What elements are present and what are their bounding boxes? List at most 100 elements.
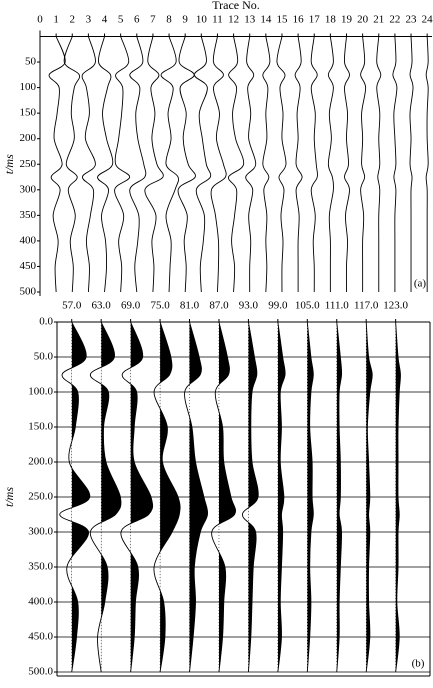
x-tick-label: 81.0	[180, 300, 200, 312]
trace	[48, 36, 66, 293]
trace	[336, 321, 343, 673]
panel-label: (b)	[412, 658, 425, 670]
y-tick-label: 250	[20, 158, 37, 170]
x-tick-label: 4	[102, 14, 108, 26]
trace	[376, 36, 382, 292]
y-tick-label: 350	[20, 209, 37, 221]
trace	[97, 36, 114, 293]
x-tick-label: 19	[341, 14, 353, 26]
x-tick-label: 1	[53, 14, 59, 26]
x-tick-label: 69.0	[121, 300, 141, 312]
y-tick-label: 500	[20, 286, 37, 298]
variable-area-fill	[101, 322, 121, 619]
variable-area-fill	[189, 322, 208, 672]
x-tick-label: 2	[70, 14, 76, 26]
x-tick-label: 11	[212, 14, 223, 26]
x-tick-label: 14	[260, 14, 272, 26]
trace	[409, 36, 414, 292]
x-axis-title: Trace No.	[212, 0, 260, 12]
y-tick-label: 150.0	[28, 421, 53, 433]
trace	[395, 321, 401, 673]
variable-area-fill	[307, 322, 314, 672]
x-tick-label: 99.0	[268, 300, 288, 312]
trace	[184, 321, 209, 673]
x-tick-label: 75.0	[150, 300, 170, 312]
variable-area-fill	[277, 322, 286, 672]
x-tick-label: 6	[134, 14, 140, 26]
trace	[228, 36, 245, 293]
x-tick-label: 93.0	[239, 300, 259, 312]
x-tick-label: 15	[276, 14, 288, 26]
x-tick-label: 17	[309, 14, 321, 26]
x-tick-label: 0	[37, 14, 43, 26]
variable-area-fill	[218, 322, 236, 672]
y-tick-label: 250.0	[28, 491, 53, 503]
x-tick-label: 87.0	[209, 300, 229, 312]
x-tick-label: 3	[86, 14, 92, 26]
trace	[160, 36, 179, 293]
trace	[177, 36, 196, 293]
panel-label: (a)	[414, 278, 427, 290]
trace	[343, 36, 350, 293]
trace	[277, 321, 286, 673]
trace	[211, 321, 237, 673]
trace	[360, 36, 367, 292]
variable-area-fill	[366, 322, 373, 672]
y-tick-label: 0.0	[39, 316, 53, 328]
y-axis-title: t/ms	[2, 154, 16, 174]
trace	[425, 36, 429, 292]
x-tick-label: 57.0	[62, 300, 82, 312]
x-tick-label: 20	[357, 14, 369, 26]
trace	[310, 36, 318, 293]
y-tick-label: 50	[25, 56, 37, 68]
trace	[144, 36, 164, 293]
y-tick-label: 450.0	[28, 631, 53, 643]
x-tick-label: 18	[325, 14, 337, 26]
x-tick-label: 24	[422, 14, 433, 26]
trace	[365, 321, 373, 673]
trace	[114, 36, 131, 293]
x-tick-label: 5	[118, 14, 124, 26]
y-tick-label: 500.0	[28, 666, 53, 678]
y-tick-label: 450	[20, 260, 37, 272]
trace	[245, 36, 257, 293]
trace	[59, 321, 91, 673]
x-tick-label: 23	[406, 14, 418, 26]
y-tick-label: 350.0	[28, 561, 53, 573]
x-tick-label: 22	[389, 14, 400, 26]
trace	[392, 36, 398, 292]
trace	[306, 321, 314, 673]
y-tick-label: 300.0	[28, 526, 53, 538]
trace	[129, 36, 147, 293]
y-tick-label: 400	[20, 234, 37, 246]
panel: 0.0 50.0 100.0 150.0 200.0 250.0 300.0 350.0 400…	[2, 300, 431, 678]
x-tick-label: 21	[373, 14, 384, 26]
y-axis-title: t/ms	[2, 487, 16, 507]
y-tick-label: 300	[20, 183, 37, 195]
trace	[193, 36, 212, 293]
x-tick-label: 16	[293, 14, 305, 26]
x-tick-label: 63.0	[92, 300, 112, 312]
y-tick-label: 400.0	[28, 596, 53, 608]
y-tick-label: 150	[20, 107, 37, 119]
y-tick-label: 50.0	[34, 351, 54, 363]
x-tick-label: 12	[228, 14, 239, 26]
trace	[120, 321, 154, 673]
x-tick-label: 7	[150, 14, 156, 26]
x-tick-label: 117.0	[354, 300, 379, 312]
x-tick-label: 105.0	[295, 300, 320, 312]
trace	[276, 36, 287, 293]
x-tick-label: 13	[244, 14, 256, 26]
y-tick-label: 100	[20, 81, 37, 93]
trace	[63, 36, 81, 293]
trace	[89, 321, 122, 673]
x-tick-label: 111.0	[325, 300, 349, 312]
y-tick-label: 200	[20, 132, 37, 144]
trace	[262, 36, 271, 293]
x-tick-label: 9	[182, 14, 188, 26]
x-tick-label: 123.0	[383, 300, 408, 312]
x-tick-label: 10	[196, 14, 208, 26]
trace	[241, 321, 259, 673]
trace	[81, 36, 96, 293]
